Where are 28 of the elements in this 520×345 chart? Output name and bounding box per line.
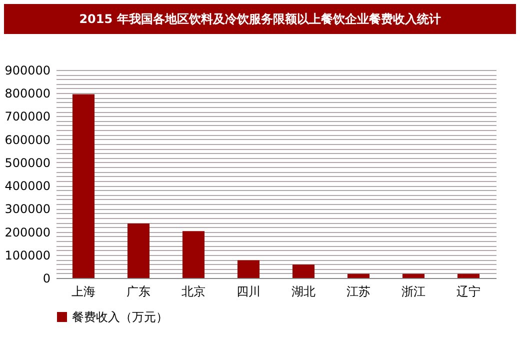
x-tick-label: 上海 <box>72 284 96 298</box>
y-tick-label: 0 <box>42 272 50 286</box>
y-tick-label: 100000 <box>4 248 50 262</box>
y-tick-label: 700000 <box>4 110 50 124</box>
y-tick-label: 300000 <box>4 202 50 216</box>
y-tick-label: 900000 <box>4 64 50 78</box>
x-tick-label: 江苏 <box>346 284 370 298</box>
y-tick-label: 800000 <box>4 86 50 101</box>
y-tick-label: 200000 <box>4 225 50 240</box>
bar <box>348 274 370 278</box>
x-tick-label: 湖北 <box>292 284 316 298</box>
bar <box>238 260 260 278</box>
x-tick-label: 浙江 <box>402 284 426 298</box>
chart-title: 2015 年我国各地区饮料及冷饮服务限额以上餐饮企业餐费收入统计 <box>4 4 516 34</box>
x-tick-label: 北京 <box>182 284 206 298</box>
x-tick-label: 广东 <box>126 284 150 298</box>
bar <box>128 223 150 278</box>
bar <box>182 231 204 278</box>
bar <box>292 264 314 278</box>
bar <box>402 274 424 278</box>
y-tick-label: 600000 <box>4 132 50 147</box>
bar <box>458 274 480 278</box>
bar <box>72 94 94 278</box>
y-tick-label: 400000 <box>4 179 50 194</box>
x-tick-label: 四川 <box>236 284 260 298</box>
legend-label: 餐费收入（万元） <box>72 310 168 324</box>
y-tick-label: 500000 <box>4 156 50 170</box>
x-tick-label: 辽宁 <box>456 284 480 298</box>
